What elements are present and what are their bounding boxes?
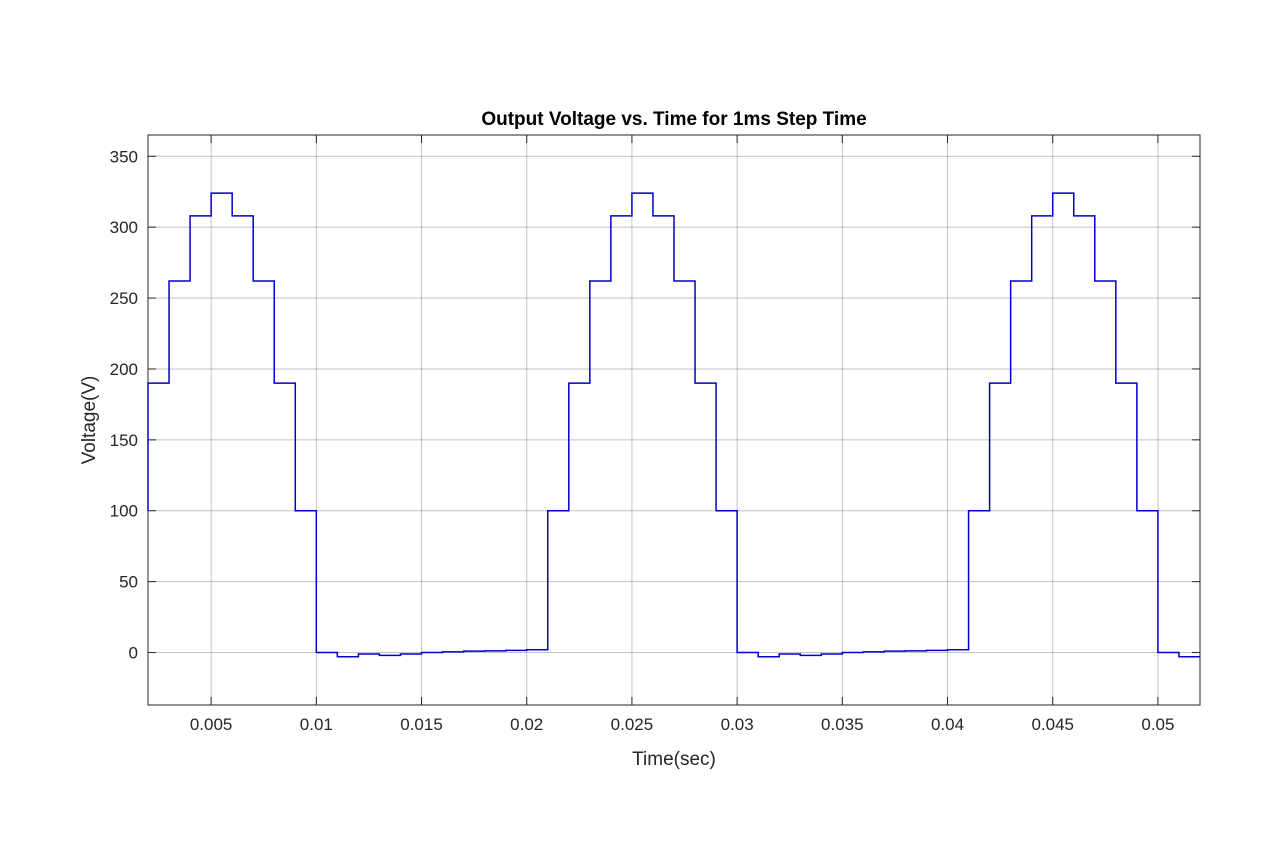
y-tick-label: 350 [110, 147, 138, 166]
y-tick-label: 0 [129, 644, 138, 663]
y-axis-label: Voltage(V) [79, 376, 100, 465]
chart-title: Output Voltage vs. Time for 1ms Step Tim… [481, 109, 866, 130]
x-axis-ticks: 0.005 0.01 0.015 0.02 0.025 0.03 0.035 0.04 0.04… [190, 135, 1174, 734]
x-tick-label: 0.035 [821, 715, 864, 734]
series-group [147, 192, 1200, 658]
x-tick-label: 0.04 [931, 715, 964, 734]
x-tick-label: 0.01 [300, 715, 333, 734]
y-tick-label: 100 [110, 502, 138, 521]
x-tick-label: 0.015 [400, 715, 443, 734]
y-tick-label: 200 [110, 360, 138, 379]
x-tick-label: 0.02 [510, 715, 543, 734]
y-tick-label: 300 [110, 218, 138, 237]
x-axis-label: Time(sec) [632, 749, 716, 770]
x-tick-label: 0.045 [1031, 715, 1074, 734]
grid [148, 135, 1200, 705]
x-tick-label: 0.025 [611, 715, 654, 734]
x-tick-label: 0.005 [190, 715, 233, 734]
x-tick-label: 0.03 [721, 715, 754, 734]
series-line [147, 192, 1200, 658]
y-tick-label: 150 [110, 431, 138, 450]
y-tick-label: 50 [119, 573, 138, 592]
x-tick-label: 0.05 [1141, 715, 1174, 734]
y-axis-ticks: 0 50 100 150 200 250 300 350 [110, 147, 1200, 663]
y-tick-label: 250 [110, 289, 138, 308]
